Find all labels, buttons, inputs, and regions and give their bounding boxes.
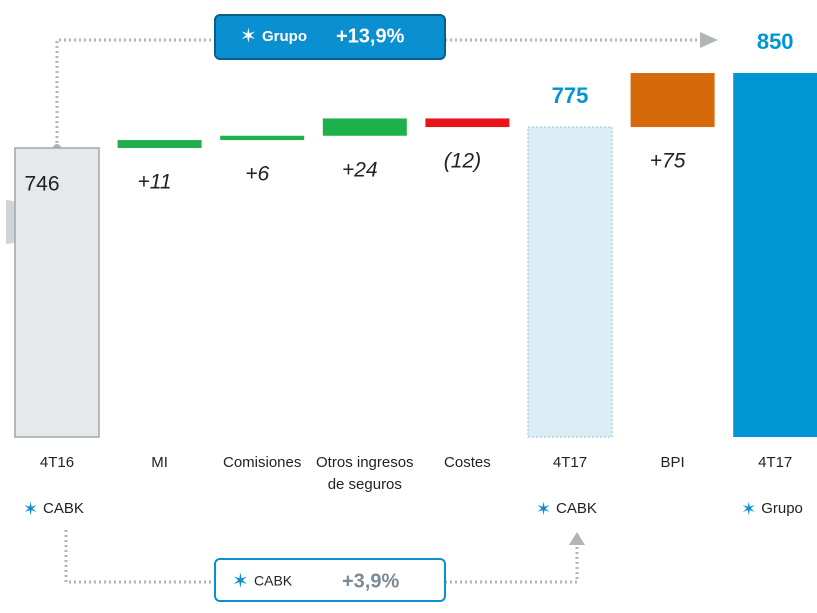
bar (14, 147, 100, 438)
annotation-text: +3,9% (342, 570, 399, 592)
annotation-box (214, 558, 446, 602)
arrow-head (700, 32, 718, 48)
icon: ✶ (741, 499, 756, 519)
x-tick-label: 4T16 (39, 454, 75, 471)
x-sublabel: CABK (43, 500, 84, 517)
annotation-text: +13,9% (336, 25, 405, 47)
icon: ✶ (232, 570, 249, 592)
x-tick-label: 4T17 (552, 454, 588, 471)
arrow-head (569, 532, 585, 545)
value-label: +11 (138, 171, 172, 194)
x-sublabel: Grupo (761, 500, 803, 517)
annotation-name: Grupo (262, 28, 307, 45)
bar (733, 73, 817, 437)
icon: ✶ (536, 499, 551, 519)
value-label: +75 (650, 150, 686, 173)
x-tick-label: 4T17 (758, 454, 793, 471)
connectors (55, 38, 700, 584)
value-label: 775 (552, 83, 589, 108)
annotation-box (214, 14, 446, 60)
x-tick-label: MI (151, 454, 168, 471)
x-tick-label: BPI (660, 454, 685, 471)
bar (322, 118, 407, 136)
value-label: 850 (757, 29, 794, 54)
bar (425, 118, 510, 128)
value-label: +6 (245, 163, 269, 186)
bar (220, 135, 305, 141)
x-sublabel: CABK (556, 500, 597, 517)
bar (117, 140, 202, 148)
bar (527, 126, 613, 438)
x-tick-label: Comisiones (223, 454, 302, 471)
value-label: +24 (342, 158, 378, 181)
value-label: (12) (444, 150, 481, 173)
value-label: 746 (24, 173, 59, 196)
x-tick-label: Otros ingresos de seguros (316, 454, 414, 493)
icon: ✶ (23, 499, 38, 519)
bar (630, 73, 715, 128)
annotation-name: CABK (254, 573, 293, 589)
icon: ✶ (240, 25, 257, 47)
x-tick-label: Costes (444, 454, 491, 471)
